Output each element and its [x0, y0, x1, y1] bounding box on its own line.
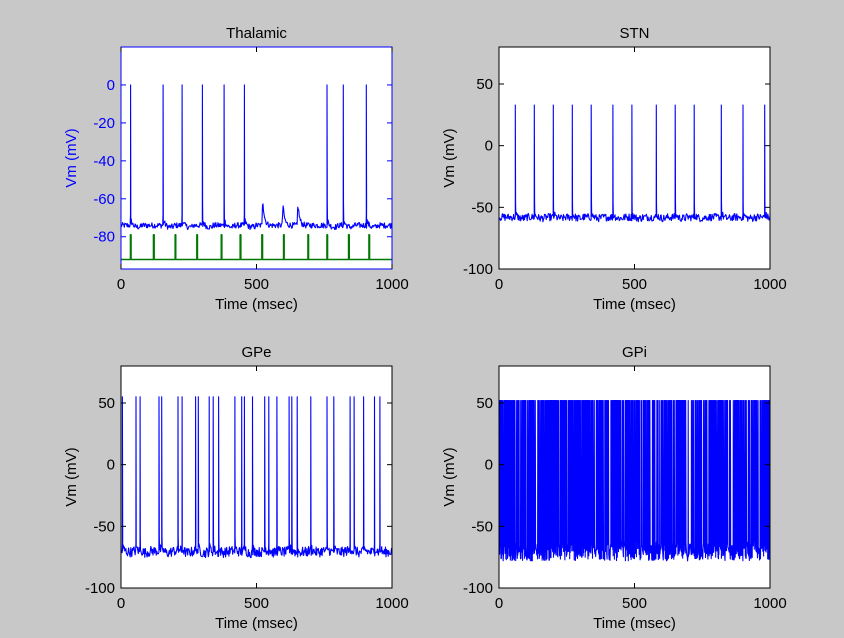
- x-tick-label: 1000: [753, 595, 786, 612]
- x-axis-label: Time (msec): [593, 615, 676, 632]
- x-tick-label: 500: [622, 276, 647, 293]
- x-tick-label: 0: [495, 276, 503, 293]
- panel-thalamic: Thalamic Time (msec) Vm (mV) 0 500 1000 0 -2…: [63, 25, 409, 313]
- plot-traces: [499, 104, 770, 223]
- plot-traces: [121, 396, 392, 559]
- y-tick-label: -50: [93, 518, 115, 535]
- x-tick-label: 1000: [375, 595, 408, 612]
- y-tick-label: 0: [485, 138, 493, 155]
- x-tick-label: 500: [244, 276, 269, 293]
- chart-title: STN: [620, 25, 650, 42]
- y-tick-label: 0: [485, 457, 493, 474]
- y-tick-label: 50: [476, 76, 493, 93]
- y-axis-label: Vm (mV): [441, 447, 458, 506]
- y-tick-label: 0: [107, 77, 115, 94]
- x-tick-label: 0: [495, 595, 503, 612]
- y-tick-label: -40: [93, 153, 115, 170]
- x-tick-label: 0: [117, 595, 125, 612]
- y-tick-label: -100: [463, 580, 493, 597]
- y-tick-label: 50: [476, 395, 493, 412]
- x-tick-label: 0: [117, 276, 125, 293]
- series-line: [499, 399, 770, 562]
- series-line: [499, 104, 770, 223]
- series-line: [121, 84, 392, 231]
- x-tick-label: 1000: [375, 276, 408, 293]
- y-tick-label: -100: [463, 261, 493, 278]
- plot-area: [121, 47, 392, 269]
- series-line: [121, 234, 392, 261]
- plot-area: [499, 47, 770, 269]
- chart-title: Thalamic: [226, 25, 287, 42]
- y-tick-label: -80: [93, 229, 115, 246]
- y-tick-label: -50: [471, 199, 493, 216]
- y-tick-label: -100: [85, 580, 115, 597]
- y-axis-label: Vm (mV): [441, 128, 458, 187]
- y-tick-label: -20: [93, 115, 115, 132]
- y-tick-label: -50: [471, 518, 493, 535]
- y-axis-label: Vm (mV): [63, 447, 80, 506]
- x-tick-label: 500: [244, 595, 269, 612]
- y-tick-label: -60: [93, 191, 115, 208]
- plot-traces: [121, 84, 392, 261]
- panel-gpi: GPi Time (msec) Vm (mV) 0 500 1000500-50-1…: [441, 344, 787, 632]
- y-tick-label: 50: [98, 395, 115, 412]
- x-tick-label: 500: [622, 595, 647, 612]
- y-tick-label: 0: [107, 457, 115, 474]
- chart-title: GPe: [241, 344, 271, 361]
- panel-gpe: GPe Time (msec) Vm (mV) 0 500 1000500-50-1…: [63, 344, 409, 632]
- x-axis-label: Time (msec): [215, 615, 298, 632]
- chart-title: GPi: [622, 344, 647, 361]
- x-axis-label: Time (msec): [215, 296, 298, 313]
- y-axis-label: Vm (mV): [63, 128, 80, 187]
- x-tick-label: 1000: [753, 276, 786, 293]
- x-axis-label: Time (msec): [593, 296, 676, 313]
- plot-traces: [499, 399, 770, 562]
- series-line: [121, 396, 392, 559]
- panel-stn: STN Time (msec) Vm (mV) 0 500 1000500-50-1…: [441, 25, 787, 313]
